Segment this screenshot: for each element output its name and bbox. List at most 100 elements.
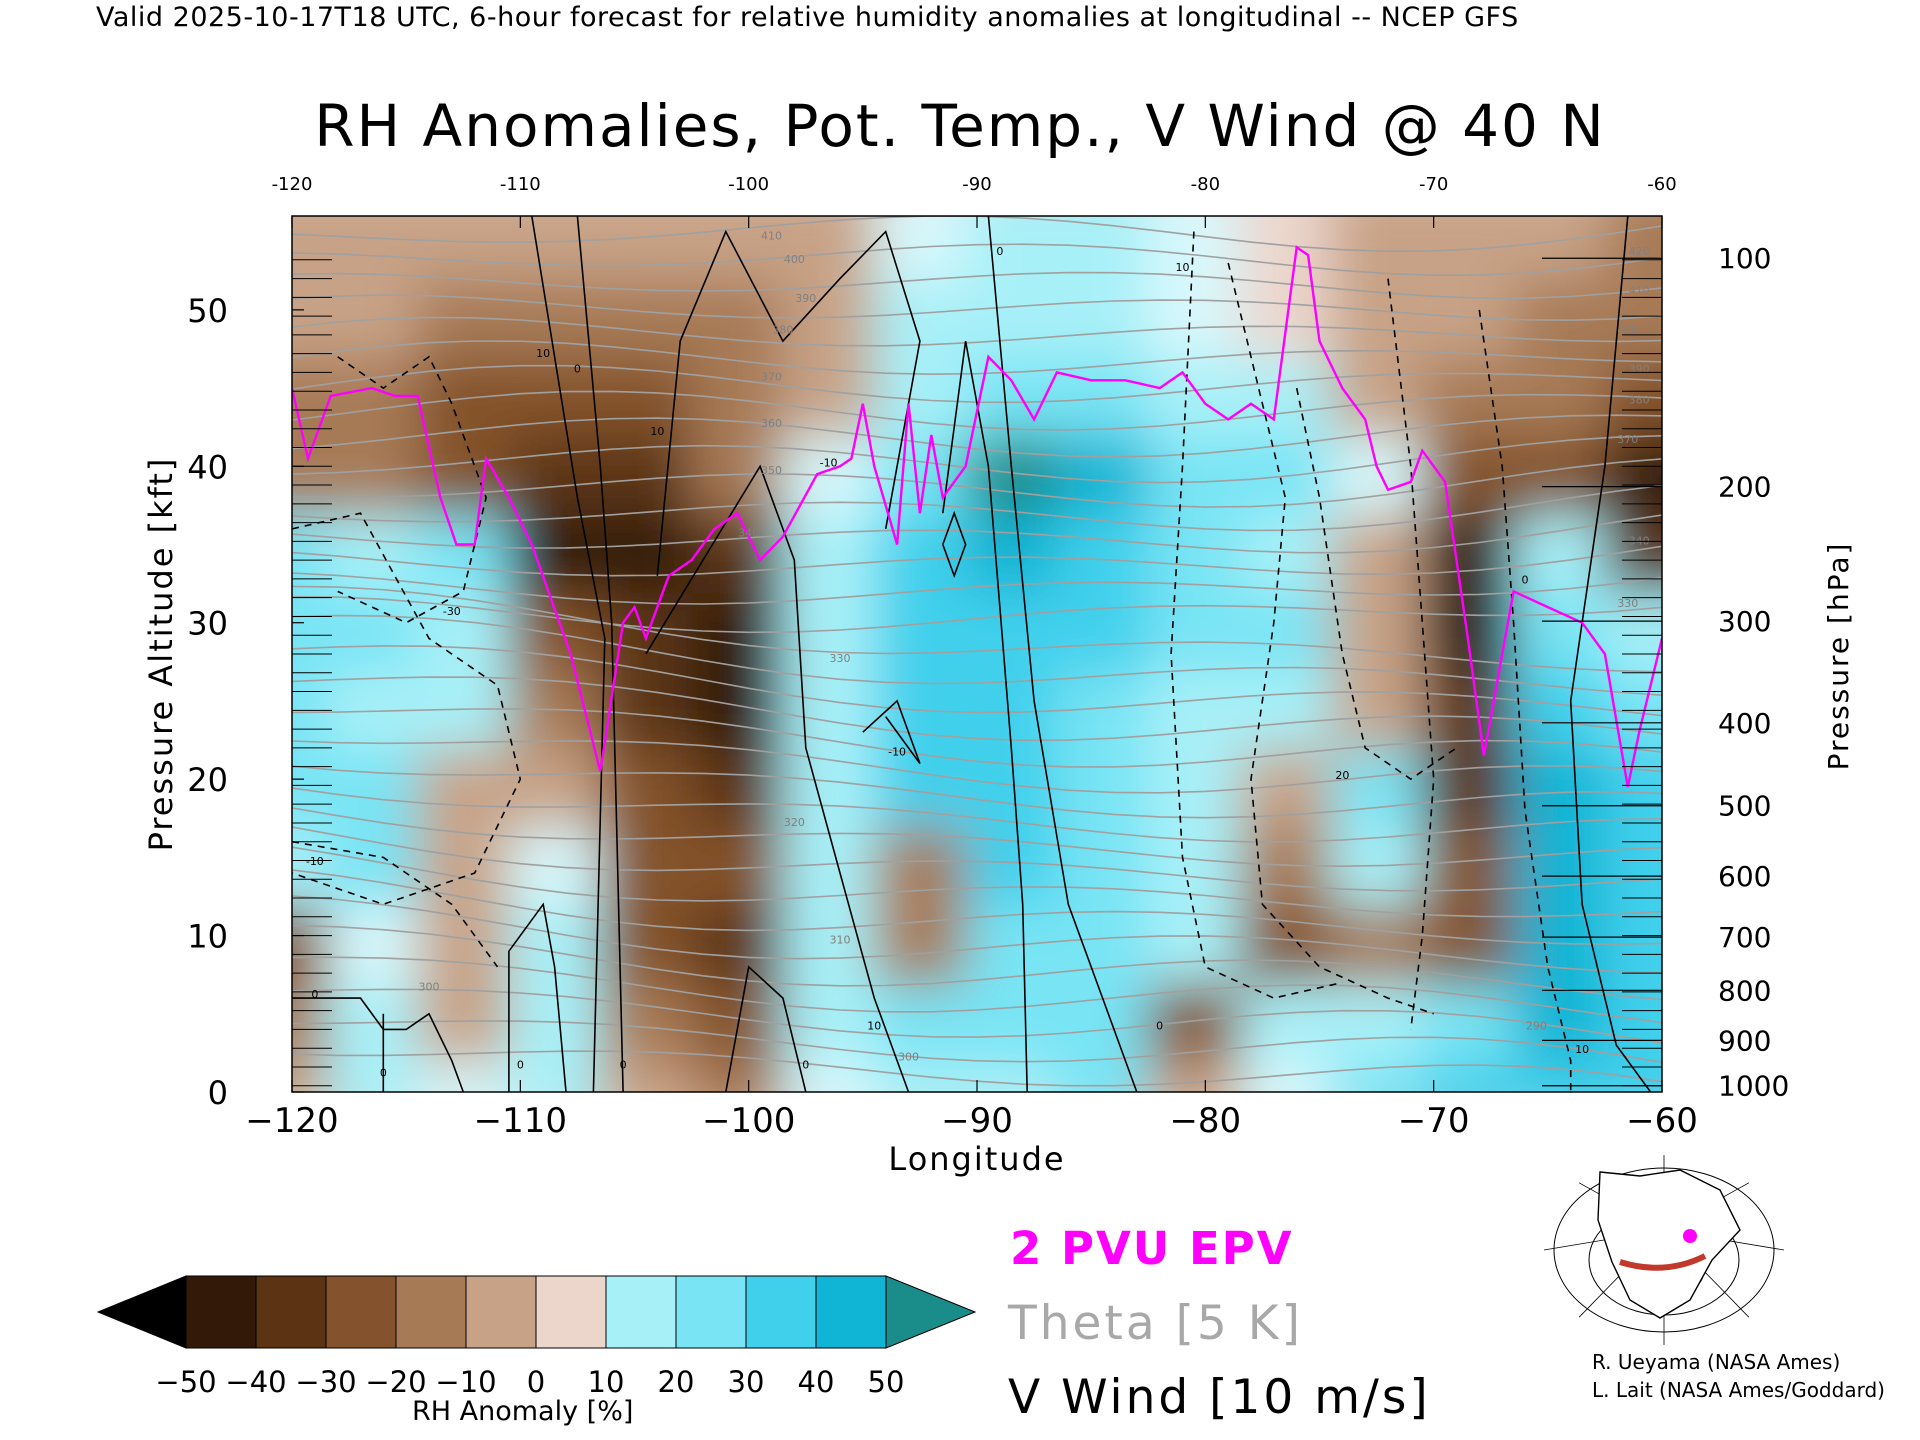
colorbar-segment — [255, 1275, 327, 1349]
theta-contour — [292, 846, 1662, 918]
theta-contour — [292, 585, 1662, 673]
contour-label: 330 — [830, 652, 851, 665]
contour-label: 410 — [761, 229, 782, 242]
colorbar-segment — [325, 1275, 397, 1349]
theta-contour — [292, 458, 1662, 508]
y-tick-label: 40 — [187, 448, 228, 486]
y2-tick-label: 400 — [1718, 707, 1771, 740]
x-tick-label: −70 — [1398, 1101, 1470, 1141]
v-wind-contour-positive — [942, 340, 1028, 1092]
v-wind-contour-negative — [292, 512, 522, 906]
y2-tick-label: 500 — [1718, 790, 1771, 823]
contour-label: 310 — [830, 933, 851, 946]
colorbar-tick-label: 10 — [588, 1365, 625, 1399]
contour-label: 330 — [1617, 597, 1638, 610]
legend-wind: V Wind [10 m/s] — [1008, 1370, 1431, 1425]
contour-label: 10 — [650, 425, 664, 438]
contour-label: 10 — [536, 347, 550, 360]
colorbar: −50 −40 −30 −20 −10 0 10 20 30 40 50 — [96, 1275, 977, 1399]
y-tick-label: 30 — [187, 605, 228, 643]
contour-label: 0 — [996, 245, 1003, 258]
theta-contour — [292, 765, 1662, 819]
colorbar-tick-label: 40 — [798, 1365, 835, 1399]
x-top-tick-label: -120 — [272, 174, 313, 195]
x-tick-label: −110 — [474, 1101, 567, 1141]
v-wind-contour-negative — [1295, 387, 1457, 781]
x-tick-label: −100 — [702, 1101, 795, 1141]
colorbar-segment — [745, 1275, 817, 1349]
x-tick-label: −90 — [941, 1101, 1013, 1141]
x-tick-label: −60 — [1626, 1101, 1698, 1141]
contour-label: 0 — [1156, 1019, 1163, 1032]
contour-label: 400 — [1617, 323, 1638, 336]
theta-contour — [292, 614, 1662, 696]
v-wind-contour-positive — [942, 510, 967, 579]
contour-label: 300 — [898, 1051, 919, 1064]
y-tick-label: 50 — [187, 292, 228, 330]
y2-tick-label: 700 — [1718, 921, 1771, 954]
inset-location-dot — [1683, 1229, 1697, 1243]
colorbar-segment — [465, 1275, 537, 1349]
y2-tick-label: 800 — [1718, 974, 1771, 1007]
colorbar-segment — [185, 1275, 257, 1349]
v-wind-contour-positive — [645, 464, 910, 1092]
contour-label: 360 — [761, 417, 782, 430]
contour-label: 380 — [1629, 394, 1650, 407]
contour-label: 0 — [380, 1066, 387, 1079]
v-wind-contour-positive — [508, 902, 567, 1092]
v-wind-contour-positive — [725, 965, 807, 1092]
contour-label: 380 — [772, 323, 793, 336]
x-tick-label: −120 — [245, 1101, 338, 1141]
theta-contour — [292, 826, 1662, 892]
theta-contour — [292, 545, 1662, 577]
x-top-tick-label: -110 — [500, 174, 541, 195]
legend-epv: 2 PVU EPV — [1010, 1222, 1294, 1275]
x-top-tick-label: -60 — [1647, 174, 1676, 195]
y2-tick-label: 100 — [1718, 242, 1771, 275]
theta-contour — [292, 1020, 1662, 1063]
theta-contour — [292, 572, 1662, 605]
contour-label: 410 — [1629, 284, 1650, 297]
colorbar-under-arrow — [96, 1275, 187, 1349]
colorbar-segment — [395, 1275, 467, 1349]
x-top-tick-label: -70 — [1419, 174, 1448, 195]
colorbar-tick-label: −30 — [295, 1365, 356, 1399]
theta-contour — [292, 956, 1662, 1024]
theta-contour — [292, 708, 1662, 768]
contour-label: 0 — [1522, 574, 1529, 587]
contour-label: 370 — [1617, 433, 1638, 446]
y-axis-label: Pressure Altitude [kft] — [142, 457, 180, 852]
colorbar-tick-label: −50 — [155, 1365, 216, 1399]
colorbar-over-arrow — [885, 1275, 977, 1349]
v-wind-contour-positive — [576, 216, 624, 1092]
y2-tick-label: 200 — [1718, 471, 1771, 504]
v-wind-contour-positive — [531, 216, 606, 1092]
contour-label: 320 — [784, 816, 805, 829]
chart-title: RH Anomalies, Pot. Temp., V Wind @ 40 N — [314, 92, 1606, 160]
theta-contour — [292, 390, 1662, 431]
colorbar-tick-label: 20 — [658, 1365, 695, 1399]
contour-label: 390 — [1629, 362, 1650, 375]
v-wind-contour-negative — [1478, 309, 1572, 1092]
contour-label: 0 — [574, 362, 581, 375]
inset-continent — [1597, 1169, 1741, 1319]
theta-contour — [292, 514, 1662, 554]
y2-tick-label: 900 — [1718, 1024, 1771, 1057]
v-wind-contour-negative — [292, 840, 499, 968]
v-wind-contour-positive — [292, 997, 465, 1092]
contour-label: 290 — [1526, 1019, 1547, 1032]
contour-layer: 0 -10 0 0 -30 0 0 10 10 0 10 -10 -10 0 10 0 20 0 10 300 310 3… — [292, 216, 1662, 1092]
colorbar-segment — [605, 1275, 677, 1349]
inset-cross-section — [1619, 1253, 1707, 1271]
theta-contour — [292, 988, 1662, 1044]
colorbar-tick-label: 50 — [868, 1365, 905, 1399]
v-wind-contour-negative — [1387, 278, 1435, 1030]
v-wind-contour-positive — [862, 699, 921, 764]
y-tick-label: 20 — [187, 761, 228, 799]
contour-label: 10 — [867, 1019, 881, 1032]
x-axis-label: Longitude — [888, 1140, 1065, 1178]
credit-line-2: L. Lait (NASA Ames/Goddard) — [1592, 1378, 1885, 1402]
x-top-tick-label: -80 — [1191, 174, 1220, 195]
theta-contour — [292, 340, 1662, 376]
